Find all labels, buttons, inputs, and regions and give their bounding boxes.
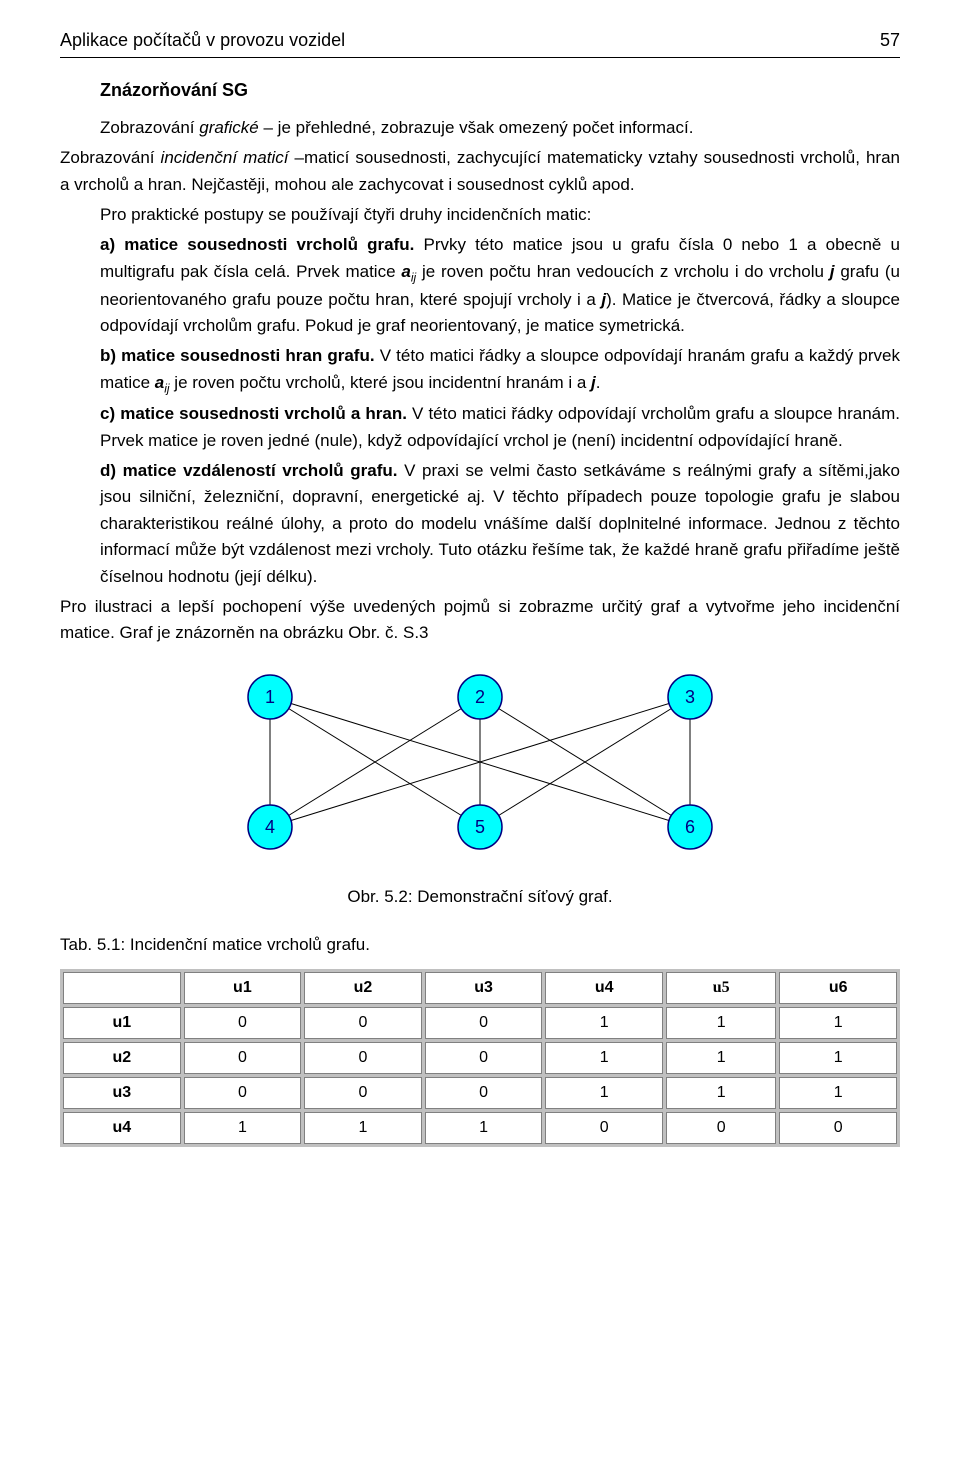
table-cell: 0 [184, 1077, 302, 1109]
table-cell: 0 [545, 1112, 663, 1144]
table-col-header: u1 [184, 972, 302, 1004]
table-row: u3000111 [63, 1077, 897, 1109]
header-title: Aplikace počítačů v provozu vozidel [60, 30, 345, 51]
table-cell: 1 [545, 1007, 663, 1039]
table-cell: 1 [779, 1077, 897, 1109]
table-row: u1000111 [63, 1007, 897, 1039]
graph-node-label: 5 [475, 817, 485, 837]
table-row-header: u2 [63, 1042, 181, 1074]
table-col-header: u6 [779, 972, 897, 1004]
table-cell: 1 [666, 1042, 776, 1074]
para-graphical: Zobrazování grafické – je přehledné, zob… [100, 115, 900, 141]
table-cell: 1 [666, 1077, 776, 1109]
para-final: Pro ilustraci a lepší pochopení výše uve… [60, 594, 900, 647]
table-row: u2000111 [63, 1042, 897, 1074]
section-title: Znázorňování SG [100, 80, 900, 101]
table-cell: 0 [184, 1042, 302, 1074]
table-cell: 0 [304, 1042, 422, 1074]
page-header: Aplikace počítačů v provozu vozidel 57 [60, 30, 900, 51]
graph-node-label: 2 [475, 687, 485, 707]
table-col-header: u5 [666, 972, 776, 1004]
para-incidence: Zobrazování incidenční maticí –maticí so… [60, 145, 900, 198]
table-cell: 0 [779, 1112, 897, 1144]
page: Aplikace počítačů v provozu vozidel 57 Z… [0, 0, 960, 1187]
table-cell: 1 [545, 1042, 663, 1074]
item-b: b) matice sousednosti hran grafu. V této… [100, 343, 900, 397]
network-graph: 1 2 3 4 5 6 [200, 657, 760, 867]
figure-caption: Obr. 5.2: Demonstrační síťový graf. [60, 887, 900, 907]
header-page-num: 57 [880, 30, 900, 51]
graph-node-label: 4 [265, 817, 275, 837]
table-cell: 0 [425, 1007, 543, 1039]
table-cell: 0 [304, 1007, 422, 1039]
graph-node-label: 1 [265, 687, 275, 707]
table-cell: 0 [184, 1007, 302, 1039]
table-row-header: u4 [63, 1112, 181, 1144]
table-row-header: u3 [63, 1077, 181, 1109]
table-cell: 1 [666, 1007, 776, 1039]
graph-svg: 1 2 3 4 5 6 [200, 657, 760, 867]
table-cell: 1 [304, 1112, 422, 1144]
incidence-matrix-table: u1u2u3u4u5u6u1000111u2000111u3000111u411… [60, 969, 900, 1147]
table-cell: 1 [779, 1007, 897, 1039]
table-caption: Tab. 5.1: Incidenční matice vrcholů graf… [60, 935, 900, 955]
table-cell: 1 [545, 1077, 663, 1109]
table-cell: 0 [425, 1077, 543, 1109]
table-cell: 1 [779, 1042, 897, 1074]
table-cell: 1 [425, 1112, 543, 1144]
table-col-header: u2 [304, 972, 422, 1004]
item-d: d) matice vzdáleností vrcholů grafu. V p… [100, 458, 900, 590]
table-row-header: u1 [63, 1007, 181, 1039]
item-a: a) matice sousednosti vrcholů grafu. Prv… [100, 232, 900, 339]
table-row: u4111000 [63, 1112, 897, 1144]
table-col-header [63, 972, 181, 1004]
para-four-types: Pro praktické postupy se používají čtyři… [100, 202, 900, 228]
table-cell: 1 [184, 1112, 302, 1144]
header-rule [60, 57, 900, 58]
table-cell: 0 [304, 1077, 422, 1109]
table-cell: 0 [666, 1112, 776, 1144]
table-col-header: u3 [425, 972, 543, 1004]
table-header-row: u1u2u3u4u5u6 [63, 972, 897, 1004]
table-col-header: u4 [545, 972, 663, 1004]
table-cell: 0 [425, 1042, 543, 1074]
graph-node-label: 3 [685, 687, 695, 707]
item-c: c) matice sousednosti vrcholů a hran. V … [100, 401, 900, 454]
graph-node-label: 6 [685, 817, 695, 837]
